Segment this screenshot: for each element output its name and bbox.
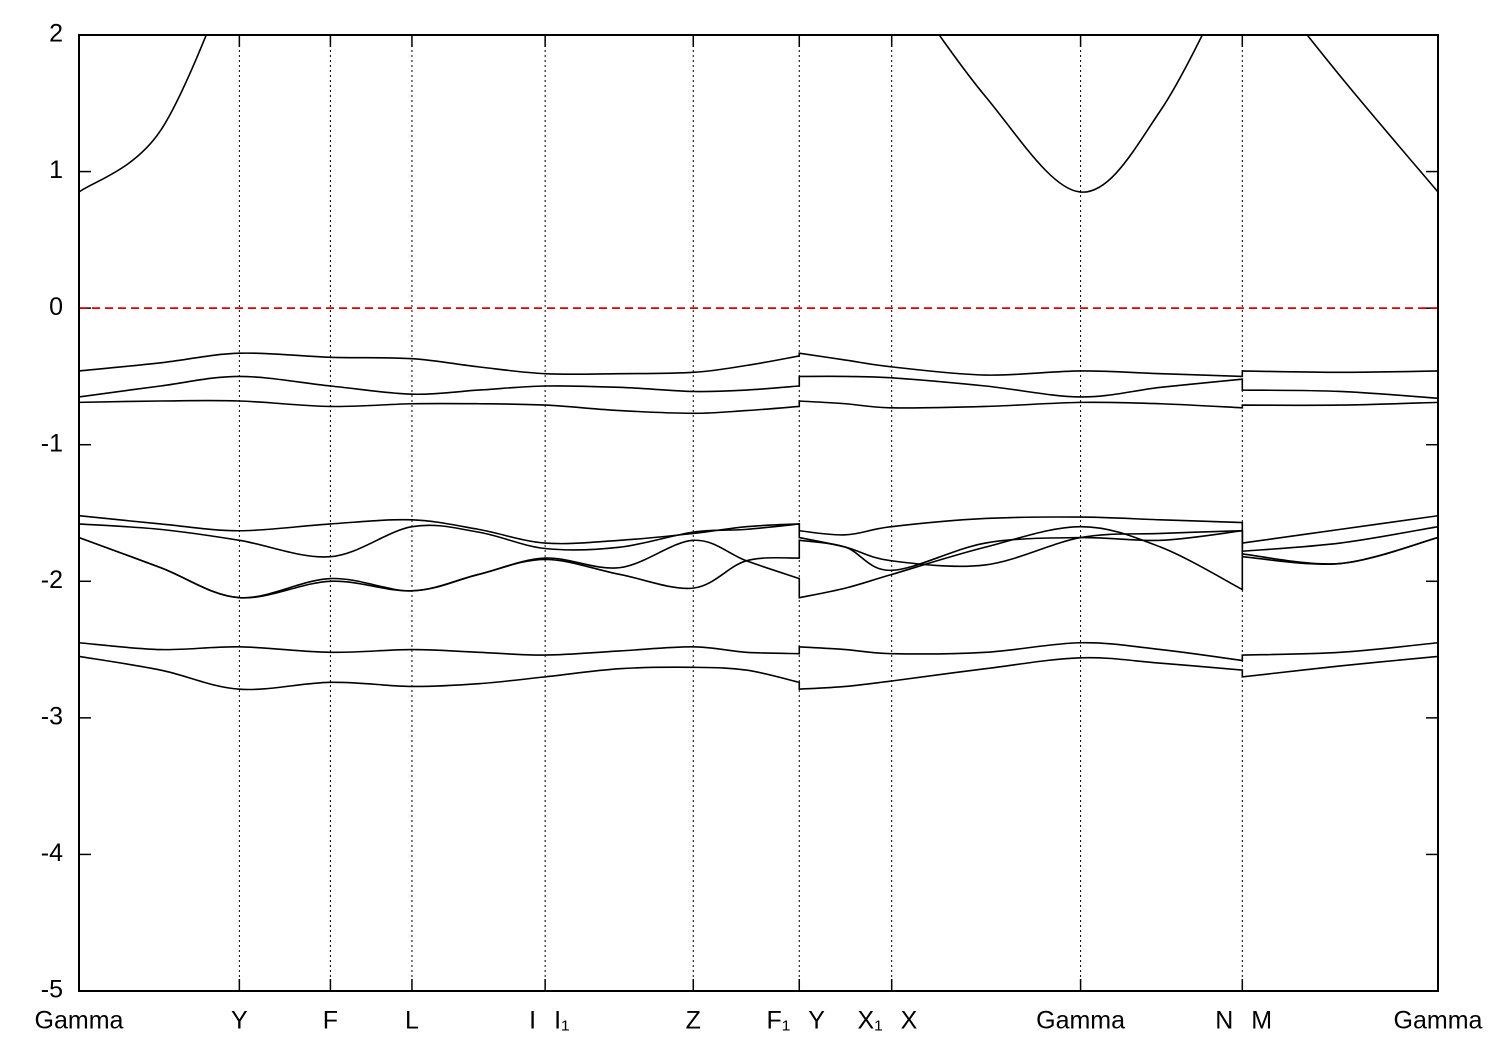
x-tick-label: F	[323, 1007, 338, 1035]
y-tick-label: 1	[49, 156, 63, 184]
y-tick-label: -1	[41, 429, 63, 457]
band-line	[79, 641, 1438, 662]
x-tick-label: F₁	[767, 1007, 791, 1035]
y-tick-label: 0	[49, 293, 63, 321]
plot-frame	[78, 34, 1439, 992]
x-tick-label: I	[529, 1007, 536, 1035]
x-tick-label: X	[901, 1007, 918, 1035]
x-tick-label: Y	[231, 1007, 248, 1035]
x-tick-label: Gamma	[1036, 1007, 1125, 1035]
band-line	[79, 375, 1438, 400]
band-line	[79, 655, 1438, 691]
x-tick-label: Gamma	[35, 1007, 124, 1035]
band-line	[79, 514, 1438, 545]
x-tick-label: Gamma	[1394, 1007, 1483, 1035]
band-line	[79, 35, 1438, 193]
y-tick-label: 2	[49, 20, 63, 48]
y-tick-label: -4	[41, 839, 63, 867]
bands	[79, 35, 1438, 691]
x-tick-label: N	[1215, 1007, 1233, 1035]
x-tick-label: M	[1251, 1007, 1272, 1035]
band-line	[79, 399, 1438, 415]
x-tick-label: L	[405, 1007, 419, 1035]
y-tick-label: -3	[41, 702, 63, 730]
x-tick-label: X₁	[858, 1007, 883, 1035]
band-line	[79, 529, 1438, 599]
x-tick-label: Y	[808, 1007, 825, 1035]
band-line	[79, 352, 1438, 378]
y-tick-label: -5	[41, 976, 63, 1004]
x-tick-label: Z	[686, 1007, 701, 1035]
band-line	[79, 523, 1438, 568]
x-tick-label: I₁	[554, 1007, 569, 1035]
y-tick-label: -2	[41, 566, 63, 594]
